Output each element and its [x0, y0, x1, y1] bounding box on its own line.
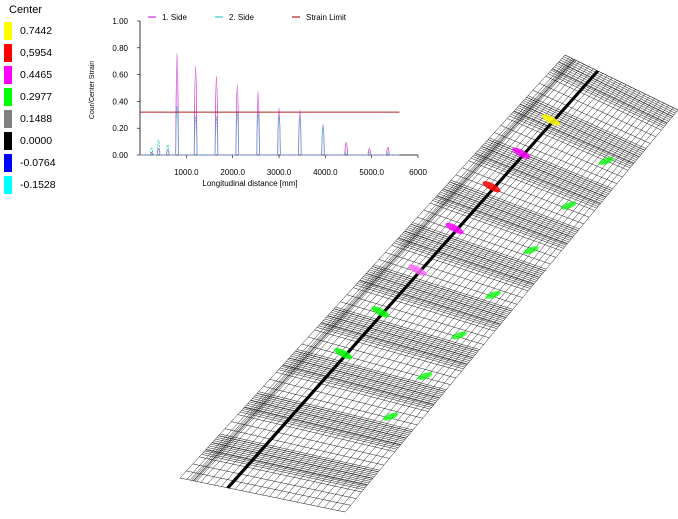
strain-hotspot — [485, 290, 501, 299]
strain-hotspot — [598, 157, 614, 165]
legend-label: 0.2977 — [20, 91, 53, 103]
strain-hotspot — [451, 331, 467, 340]
legend-label: -0.0764 — [20, 157, 56, 169]
legend-swatch — [4, 22, 12, 40]
legend-swatch — [4, 132, 12, 150]
y-tick-label: 0.60 — [112, 71, 128, 80]
x-tick-label: 6000 — [409, 168, 427, 177]
legend-label: 0,5954 — [20, 47, 53, 59]
plot-area — [140, 21, 418, 155]
chart-legend-label: 2. Side — [229, 13, 254, 22]
chart-legend-label: 1. Side — [162, 13, 187, 22]
strain-hotspot — [561, 201, 577, 210]
color-legend: Center 0.7442 0,5954 0.4465 0.2977 0.1488 0.0… — [0, 0, 80, 200]
legend-title: Center — [9, 4, 43, 16]
strain-hotspot — [371, 306, 390, 318]
legend-label: 0.0000 — [20, 135, 53, 147]
legend-swatch — [4, 66, 12, 84]
x-axis-label: Longitudinal distance [mm] — [202, 179, 297, 188]
y-axis-label: Cour/Center Strain — [89, 61, 96, 119]
y-tick-label: 0.20 — [112, 124, 128, 133]
strain-hotspot — [542, 114, 560, 126]
y-tick-label: 0.80 — [112, 44, 128, 53]
x-tick-label: 2000.0 — [220, 168, 245, 177]
y-tick-label: 0.40 — [112, 97, 128, 106]
legend-swatch — [4, 176, 12, 194]
strain-hotspot — [512, 147, 531, 159]
x-tick-label: 3000.0 — [267, 168, 292, 177]
series-line — [140, 106, 400, 156]
strain-hotspot — [383, 412, 399, 421]
legend-label: -0.1528 — [20, 179, 56, 191]
legend-swatch — [4, 110, 12, 128]
legend-label: 0.4465 — [20, 69, 53, 81]
legend-label: 0.7442 — [20, 25, 53, 37]
strain-hotspot — [334, 348, 353, 360]
x-tick-label: 1000.0 — [174, 168, 199, 177]
strain-hotspot — [408, 264, 427, 276]
legend-swatch — [4, 154, 12, 172]
strain-hotspot — [417, 372, 433, 380]
legend-label: 0.1488 — [20, 113, 53, 125]
strain-hotspot — [523, 246, 539, 255]
chart-legend-label: Strain Limit — [306, 13, 347, 22]
strain-hotspot — [482, 181, 501, 193]
strain-hotspot — [445, 222, 464, 235]
legend-swatch — [4, 44, 12, 62]
y-tick-label: 0.00 — [112, 151, 128, 160]
stiffener-line — [226, 69, 599, 489]
x-tick-label: 4000.0 — [313, 168, 338, 177]
y-tick-label: 1.00 — [112, 17, 128, 26]
x-tick-label: 5000.0 — [359, 168, 384, 177]
mesh-lines — [179, 54, 678, 513]
legend-swatch — [4, 88, 12, 106]
